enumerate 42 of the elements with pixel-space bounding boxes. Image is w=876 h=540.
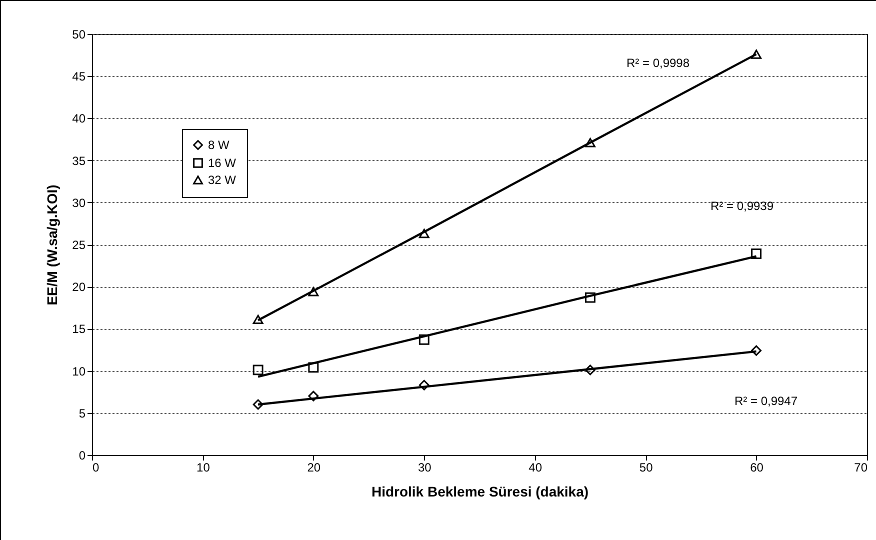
point [751,248,762,259]
legend-label: 8 W [208,138,230,152]
y-tick-label: 25 [72,238,86,252]
legend-label: 32 W [208,173,237,187]
y-tick-label: 50 [72,28,86,42]
y-axis-title: EE/M (W.sa/g.KOI) [44,184,60,306]
y-tick-label: 45 [72,70,86,84]
legend-label: 16 W [208,156,237,170]
y-tick-label: 0 [78,448,86,462]
point [252,399,264,410]
point [751,345,762,356]
point [252,314,264,324]
point [584,292,596,303]
y-tick-label: 35 [72,154,86,168]
x-tick-label: 70 [854,460,868,474]
x-tick-label: 40 [528,460,542,474]
y-tick-label: 5 [78,406,86,420]
y-tick-label: 40 [72,112,86,126]
point [308,362,319,373]
y-tick-label: 20 [72,280,86,294]
x-tick-label: 30 [418,460,432,474]
x-axis-title: Hidrolik Bekleme Süresi (dakika) [371,484,589,500]
y-tick-label: 10 [72,364,86,378]
annotation: R² = 0,9998 [626,56,690,70]
point [584,138,596,148]
point [252,364,264,376]
point [751,50,762,59]
annotation: R² = 0,9947 [734,394,798,408]
point [308,390,319,402]
point [418,380,430,390]
y-tick-label: 30 [72,196,86,210]
point [584,364,596,376]
x-tick-label: 0 [92,460,100,474]
point [308,287,319,296]
x-tick-label: 50 [639,460,654,474]
x-tick-label: 60 [750,460,764,474]
point [418,228,430,238]
y-tick-label: 15 [72,322,86,336]
annotation: R² = 0,9939 [710,199,774,213]
x-tick-label: 10 [196,460,210,474]
x-tick-label: 20 [307,460,321,474]
point [418,334,430,345]
